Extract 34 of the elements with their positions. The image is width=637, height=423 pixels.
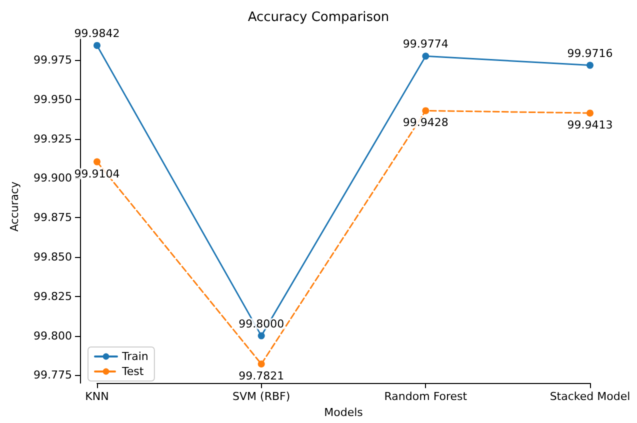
y-tick-label: 99.975 xyxy=(34,53,72,66)
y-tick-label: 99.950 xyxy=(34,92,72,106)
y-tick-label: 99.775 xyxy=(34,368,72,382)
legend-label: Test xyxy=(121,365,144,378)
data-label: 99.9716 xyxy=(567,46,613,60)
point xyxy=(586,110,594,117)
chart-title: Accuracy Comparison xyxy=(248,10,390,25)
data-label: 99.9104 xyxy=(74,167,120,180)
y-tick-label: 99.900 xyxy=(34,172,72,185)
point xyxy=(258,360,265,368)
x-tick-label: Stacked Model xyxy=(550,390,630,404)
point xyxy=(94,158,100,166)
data-label: 99.9842 xyxy=(74,26,120,40)
point xyxy=(422,52,430,60)
y-axis-title: Accuracy xyxy=(8,180,21,232)
point xyxy=(94,42,100,49)
y-tick-label: 99.875 xyxy=(34,211,72,224)
point xyxy=(258,332,265,340)
point xyxy=(586,62,594,69)
legend-label: Train xyxy=(121,350,148,363)
y-tick-label: 99.800 xyxy=(34,329,72,342)
x-tick-label: SVM (RBF) xyxy=(232,390,290,404)
data-label: 99.9428 xyxy=(402,116,448,130)
data-label: 99.7821 xyxy=(238,370,284,383)
x-tick-label: KNN xyxy=(85,390,109,404)
data-label: 99.9413 xyxy=(567,118,613,132)
y-tick-label: 99.850 xyxy=(34,250,72,264)
y-tick-label: 99.925 xyxy=(34,132,72,146)
y-tick-label: 99.825 xyxy=(34,290,72,303)
x-axis-title: Models xyxy=(324,406,364,419)
data-label: 99.8000 xyxy=(238,317,284,330)
data-label: 99.9774 xyxy=(402,38,448,51)
x-tick-label: Random Forest xyxy=(384,390,468,404)
point xyxy=(422,107,430,114)
